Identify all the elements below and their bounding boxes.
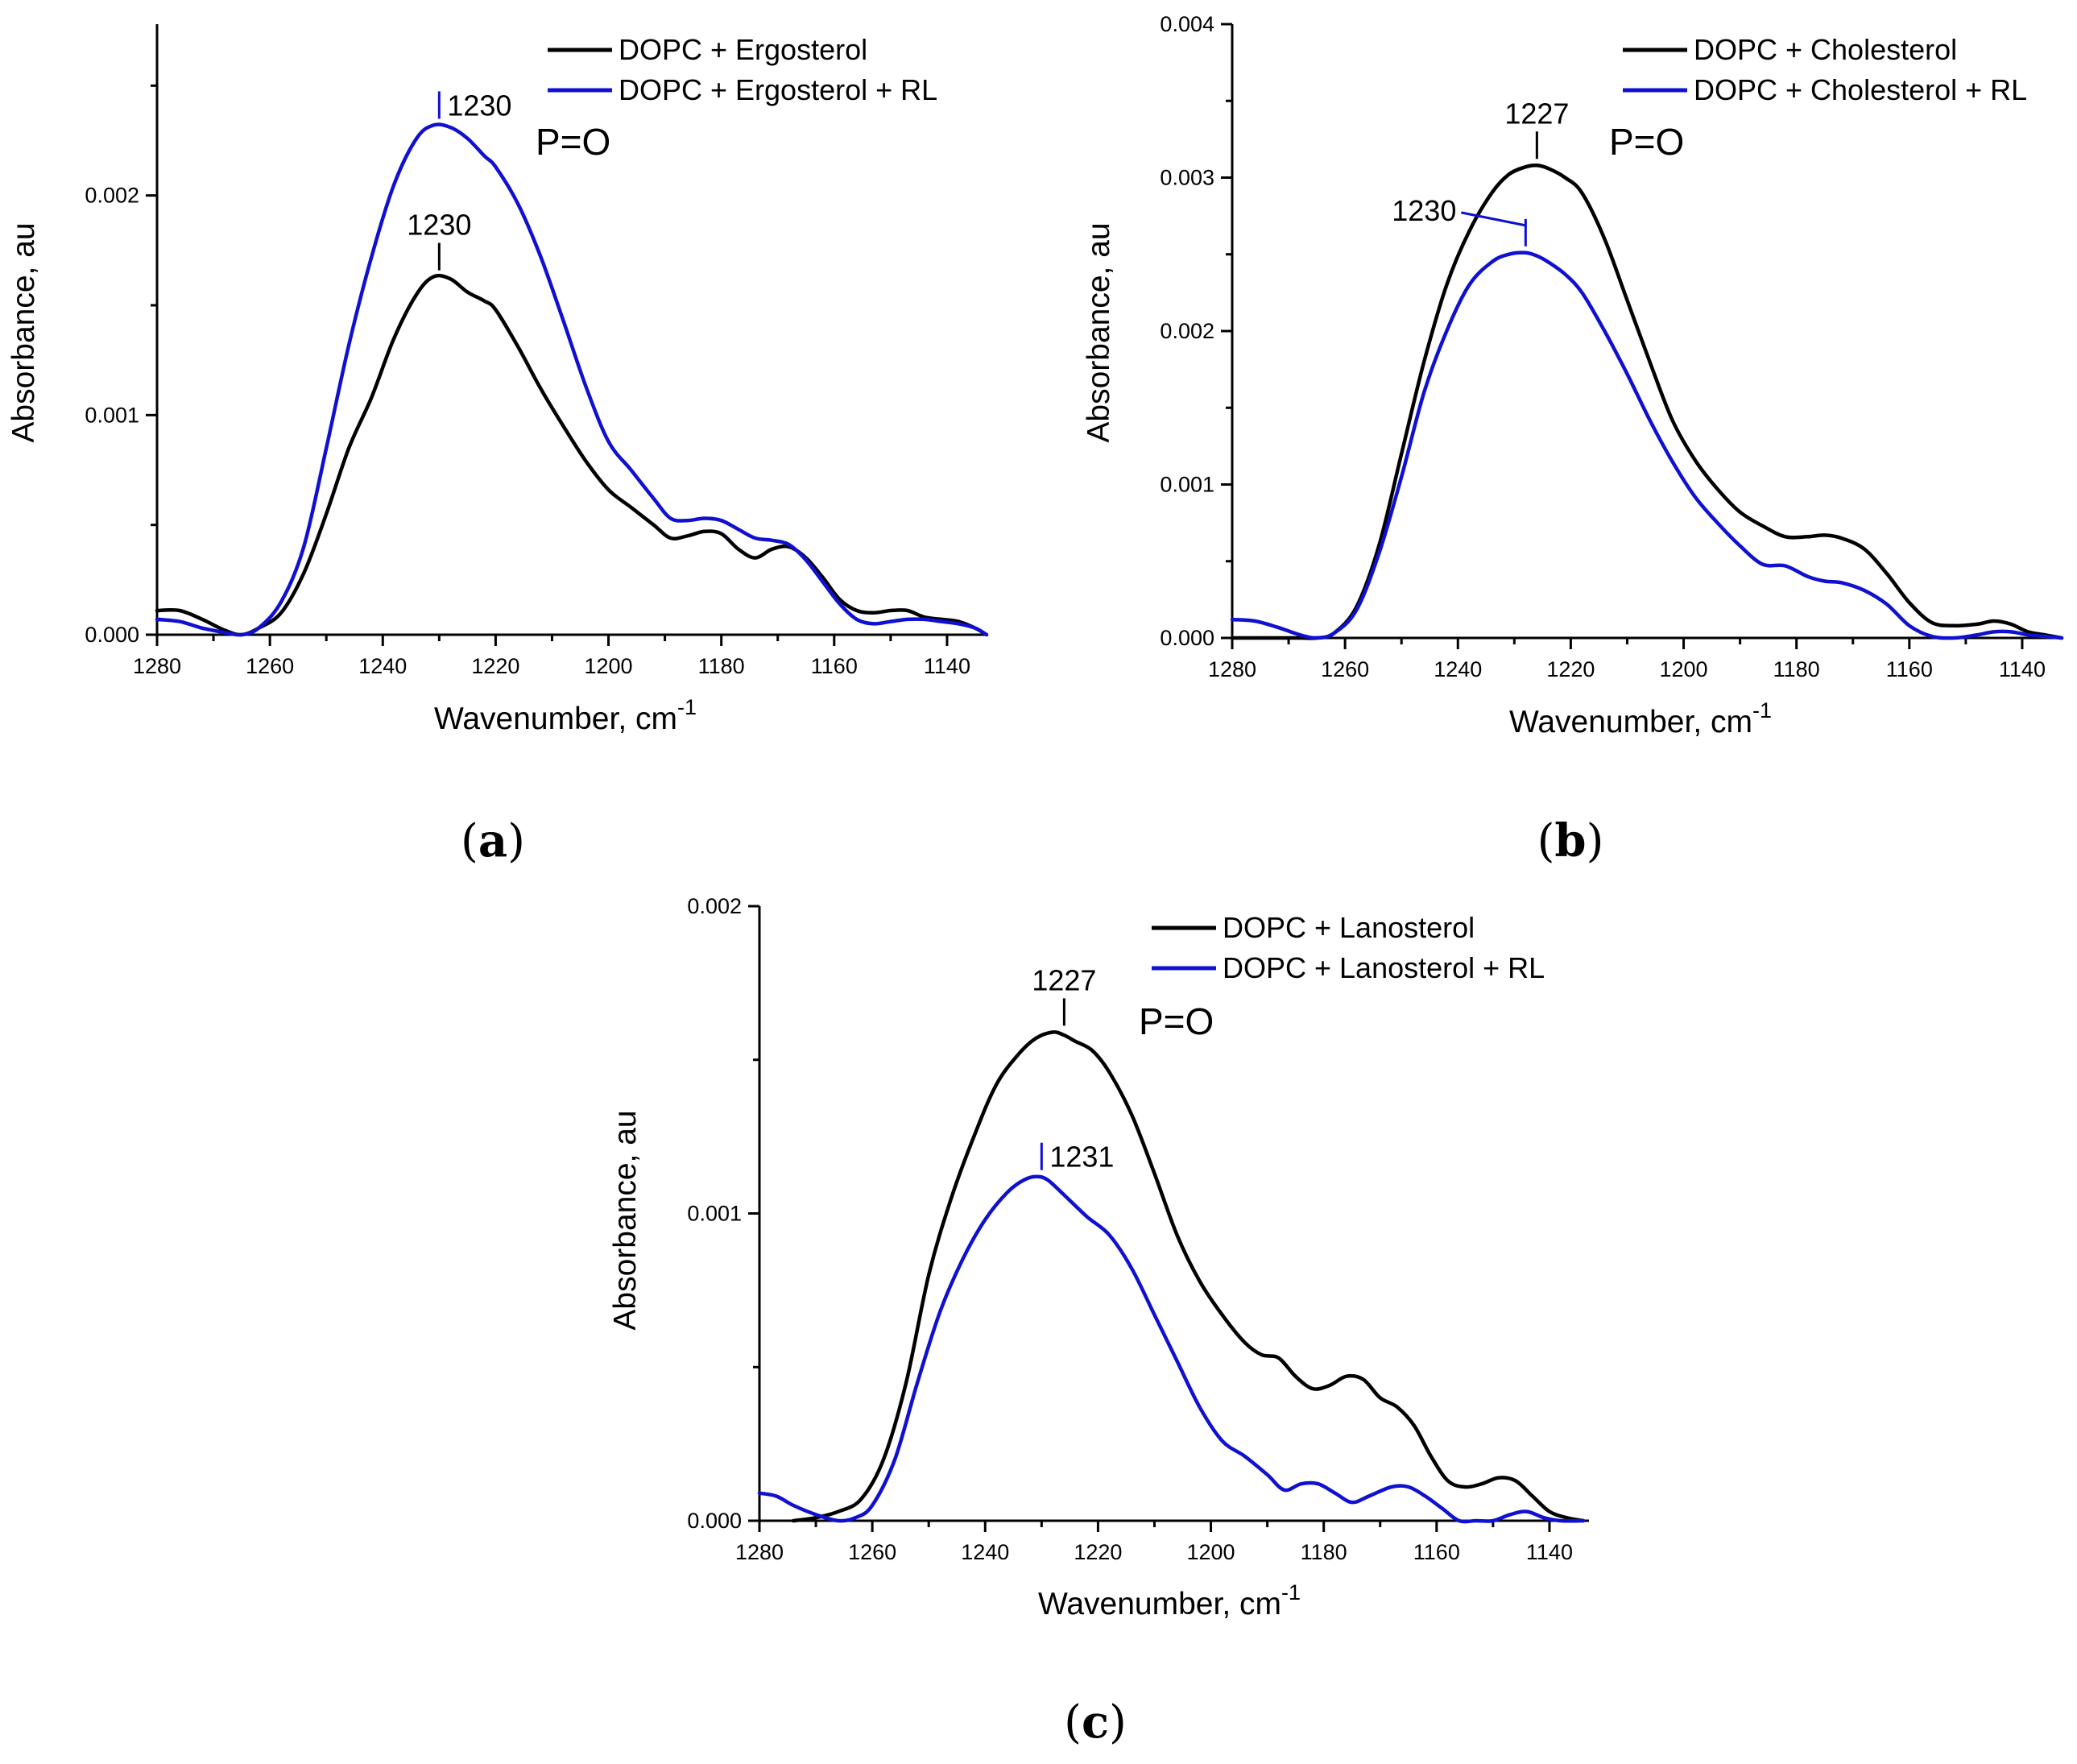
- y-tick-label-b-4: 0.004: [1160, 12, 1214, 36]
- x-tick-label-a-5: 1180: [698, 654, 745, 678]
- x-axis-title-b: Wavenumber, cm-1: [1509, 698, 1772, 739]
- x-tick-label-a-4: 1200: [585, 654, 633, 678]
- x-tick-label-c-4: 1200: [1187, 1540, 1235, 1564]
- legend-label-a-0: DOPC + Ergosterol: [619, 33, 867, 66]
- series-group-b: [1230, 163, 2064, 640]
- y-tick-label-a-2: 0.002: [85, 184, 139, 208]
- y-axis-title-c: Absorbance, au: [608, 1110, 643, 1330]
- x-axis-title-text-a: Wavenumber, cm: [434, 702, 677, 736]
- x-tick-label-a-3: 1220: [471, 654, 519, 678]
- series-line-b-0: [1230, 163, 2064, 640]
- panel-label-b: (b): [1537, 814, 1604, 868]
- x-tick-label-b-2: 1240: [1434, 657, 1482, 681]
- x-axis-title-text-b: Wavenumber, cm: [1509, 705, 1752, 739]
- peak-label-c-0: 1227: [1032, 963, 1096, 996]
- series-line-a-1: [155, 122, 989, 637]
- x-axis-c: 1280 1260 1240 1220 1200 1180 1160 1140: [735, 1521, 1573, 1564]
- peak-label-b-0: 1227: [1504, 97, 1569, 130]
- x-tick-label-a-7: 1140: [924, 654, 970, 678]
- x-tick-label-b-5: 1180: [1773, 657, 1820, 681]
- series-line-c-0: [791, 1030, 1586, 1523]
- annotations-a: 1230 1230: [407, 89, 511, 271]
- peak-leader-b-1: [1461, 211, 1526, 227]
- legend-b: DOPC + Cholesterol DOPC + Cholesterol + R…: [1623, 33, 2027, 106]
- axis-frame-a: [155, 24, 987, 636]
- y-tick-label-b-1: 0.001: [1160, 473, 1214, 497]
- panel-label-c: (c): [1064, 1696, 1127, 1749]
- y-tick-label-c-1: 0.001: [687, 1202, 742, 1226]
- legend-label-b-1: DOPC + Cholesterol + RL: [1694, 73, 2027, 106]
- legend-label-a-1: DOPC + Ergosterol + RL: [619, 73, 937, 106]
- peak-label-a-0: 1230: [407, 209, 471, 242]
- x-axis-title-c: Wavenumber, cm-1: [1038, 1580, 1301, 1621]
- group-label-c: P=O: [1139, 1000, 1214, 1042]
- x-tick-label-c-6: 1160: [1413, 1540, 1460, 1564]
- x-axis-title-a: Wavenumber, cm-1: [434, 695, 697, 736]
- y-tick-label-c-0: 0.000: [687, 1509, 742, 1533]
- x-tick-label-c-1: 1260: [848, 1540, 896, 1564]
- x-tick-label-b-1: 1260: [1321, 657, 1369, 681]
- series-line-a-0: [155, 273, 989, 637]
- legend-c: DOPC + Lanosterol DOPC + Lanosterol + RL: [1152, 911, 1545, 984]
- series-group-a: [155, 122, 989, 637]
- peak-label-b-1: 1230: [1392, 194, 1456, 227]
- x-tick-label-c-2: 1240: [961, 1540, 1009, 1564]
- y-tick-label-b-3: 0.003: [1160, 166, 1214, 190]
- x-tick-label-a-1: 1260: [246, 654, 294, 678]
- peak-label-c-1: 1231: [1049, 1141, 1114, 1174]
- x-tick-label-c-0: 1280: [735, 1540, 784, 1564]
- x-axis-title-sup-a: -1: [677, 695, 697, 719]
- peak-label-a-1: 1230: [447, 89, 511, 122]
- annotations-c: 1227 1231: [1032, 963, 1114, 1173]
- x-axis-title-text-c: Wavenumber, cm: [1038, 1587, 1281, 1621]
- y-axis-a: 0.000 0.001 0.002: [85, 24, 987, 647]
- legend-label-c-0: DOPC + Lanosterol: [1223, 911, 1475, 944]
- x-axis-b: 1280 1260 1240 1220 1200 1180 1160 1140: [1208, 638, 2046, 681]
- chart-panel-a: 0.000 0.001 0.002 1280 1260 1240 1220 1200 1180…: [6, 24, 989, 868]
- y-tick-label-b-2: 0.002: [1160, 319, 1214, 343]
- y-axis-title-a: Absorbance, au: [6, 222, 41, 442]
- panel-letter-c: c: [1082, 1696, 1109, 1749]
- x-tick-label-a-6: 1160: [811, 654, 858, 678]
- x-tick-label-b-0: 1280: [1208, 657, 1256, 681]
- x-tick-label-b-6: 1160: [1886, 657, 1933, 681]
- series-group-c: [757, 1030, 1586, 1524]
- axis-frame-c: [758, 906, 1589, 1522]
- y-axis-c: 0.000 0.001 0.002: [687, 894, 1589, 1533]
- panel-letter-b: b: [1554, 814, 1586, 868]
- x-axis-title-sup-c: -1: [1281, 1580, 1301, 1605]
- legend-a: DOPC + Ergosterol DOPC + Ergosterol + RL: [548, 33, 937, 106]
- y-tick-label-a-1: 0.001: [85, 403, 139, 427]
- legend-label-c-1: DOPC + Lanosterol + RL: [1223, 951, 1545, 984]
- group-label-b: P=O: [1609, 121, 1684, 163]
- x-tick-label-b-4: 1200: [1660, 657, 1708, 681]
- y-axis-b: 0.000 0.001 0.002 0.003 0.004: [1160, 12, 2062, 650]
- x-tick-label-a-0: 1280: [133, 654, 181, 678]
- series-line-c-1: [757, 1174, 1586, 1524]
- y-tick-label-c-2: 0.002: [687, 894, 742, 918]
- legend-label-b-0: DOPC + Cholesterol: [1694, 33, 1957, 66]
- x-axis-a: 1280 1260 1240 1220 1200 1180 1160 1140: [133, 635, 970, 678]
- y-tick-label-b-0: 0.000: [1160, 626, 1214, 650]
- x-tick-label-c-3: 1220: [1074, 1540, 1122, 1564]
- chart-panel-c: 0.000 0.001 0.002 1280 1260 1240 1220 1200 1180…: [608, 894, 1589, 1749]
- x-tick-label-b-7: 1140: [1999, 657, 2046, 681]
- y-tick-label-a-0: 0.000: [85, 623, 139, 647]
- panel-letter-a: a: [478, 814, 507, 868]
- axis-frame-b: [1231, 24, 2062, 640]
- group-label-a: P=O: [536, 121, 610, 163]
- x-axis-title-sup-b: -1: [1752, 698, 1772, 723]
- x-tick-label-c-5: 1180: [1301, 1540, 1347, 1564]
- panel-label-a: (a): [461, 814, 525, 868]
- x-tick-label-a-2: 1240: [358, 654, 407, 678]
- series-line-b-1: [1230, 251, 2064, 640]
- y-axis-title-b: Absorbance, au: [1082, 222, 1116, 442]
- x-tick-label-b-3: 1220: [1546, 657, 1595, 681]
- annotations-b: 1227 1230: [1392, 97, 1569, 246]
- x-tick-label-c-7: 1140: [1526, 1540, 1573, 1564]
